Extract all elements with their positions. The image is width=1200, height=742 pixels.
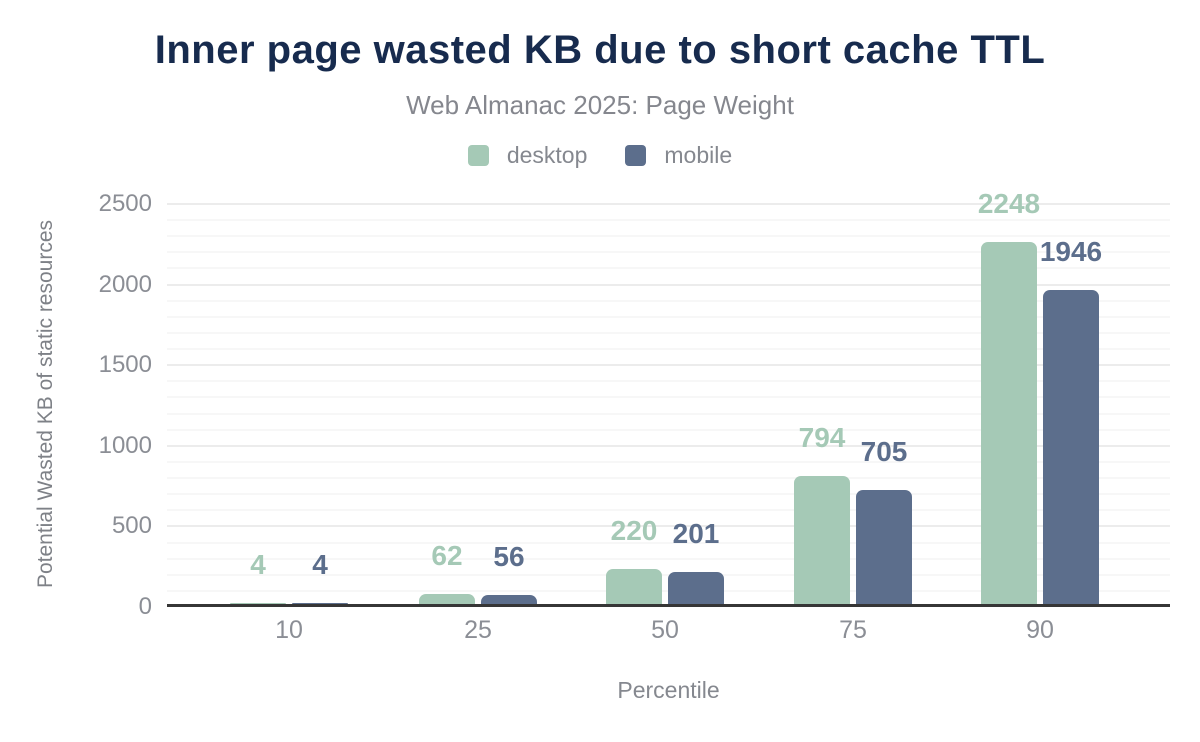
mobile-swatch-icon xyxy=(625,145,647,166)
x-tick-75: 75 xyxy=(839,616,867,644)
bar-mobile-p10[interactable] xyxy=(292,603,348,604)
y-tick-1000: 1000 xyxy=(98,431,152,459)
desktop-swatch-icon xyxy=(467,145,489,166)
x-tick-50: 50 xyxy=(651,616,679,644)
x-tick-25: 25 xyxy=(464,616,492,644)
bar-desktop-p50[interactable] xyxy=(606,568,662,604)
x-axis-line xyxy=(167,604,1170,607)
bar-desktop-p10[interactable] xyxy=(230,603,286,604)
bar-desktop-p75[interactable] xyxy=(794,476,850,604)
gridline xyxy=(167,477,1170,480)
bar-value-mobile-p25: 56 xyxy=(493,540,525,572)
gridline xyxy=(167,380,1170,383)
gridline xyxy=(167,219,1170,222)
bar-desktop-p90[interactable] xyxy=(981,241,1037,604)
bar-value-mobile-p50: 201 xyxy=(672,517,720,549)
x-tick-10: 10 xyxy=(275,616,303,644)
x-axis-title: Percentile xyxy=(617,677,720,703)
chart-title: Inner page wasted KB due to short cache … xyxy=(154,28,1046,72)
y-axis-title: Potential Wasted KB of static resources xyxy=(34,219,57,589)
legend-label-desktop: desktop xyxy=(506,142,588,168)
bar-value-desktop-p50: 220 xyxy=(610,514,658,546)
bar-value-mobile-p75: 705 xyxy=(860,436,908,468)
gridline xyxy=(167,364,1170,367)
bar-value-mobile-p10: 4 xyxy=(312,549,328,580)
y-tick-2500: 2500 xyxy=(98,190,152,217)
x-tick-90: 90 xyxy=(1026,616,1054,644)
gridline xyxy=(167,444,1170,447)
gridline xyxy=(167,251,1170,254)
gridline xyxy=(167,493,1170,496)
bar-mobile-p50[interactable] xyxy=(668,571,724,604)
plot-area: 4 4 62 56 220 201 794 705 2248 1946 xyxy=(167,189,1170,607)
gridline xyxy=(167,299,1170,302)
gridline xyxy=(167,267,1170,270)
legend: desktop mobile xyxy=(0,142,1200,169)
bar-mobile-p75[interactable] xyxy=(856,490,912,604)
gridline xyxy=(167,315,1170,318)
gridline xyxy=(167,348,1170,351)
bar-value-desktop-p75: 794 xyxy=(798,422,846,454)
gridline xyxy=(167,428,1170,431)
y-tick-1500: 1500 xyxy=(98,351,152,379)
bar-value-desktop-p10: 4 xyxy=(250,549,266,580)
legend-item-desktop[interactable]: desktop xyxy=(467,142,588,169)
legend-label-mobile: mobile xyxy=(664,142,733,168)
bar-mobile-p90[interactable] xyxy=(1043,290,1099,604)
gridline xyxy=(167,525,1170,528)
gridline xyxy=(167,460,1170,463)
gridline xyxy=(167,203,1170,205)
gridline xyxy=(167,235,1170,238)
chart-subtitle: Web Almanac 2025: Page Weight xyxy=(406,90,794,120)
gridline xyxy=(167,396,1170,399)
gridline xyxy=(167,541,1170,544)
gridline xyxy=(167,509,1170,512)
gridline xyxy=(167,557,1170,560)
legend-item-mobile[interactable]: mobile xyxy=(625,142,732,169)
bar-value-desktop-p25: 62 xyxy=(431,540,463,572)
gridline xyxy=(167,331,1170,334)
bar-value-mobile-p90: 1946 xyxy=(1039,236,1103,268)
y-tick-2000: 2000 xyxy=(98,270,152,298)
y-tick-0: 0 xyxy=(138,593,152,620)
gridline xyxy=(167,283,1170,286)
bar-desktop-p25[interactable] xyxy=(419,594,475,604)
gridline xyxy=(167,412,1170,415)
bar-value-desktop-p90: 2248 xyxy=(977,187,1041,219)
bar-mobile-p25[interactable] xyxy=(481,594,537,604)
y-tick-500: 500 xyxy=(111,512,152,540)
